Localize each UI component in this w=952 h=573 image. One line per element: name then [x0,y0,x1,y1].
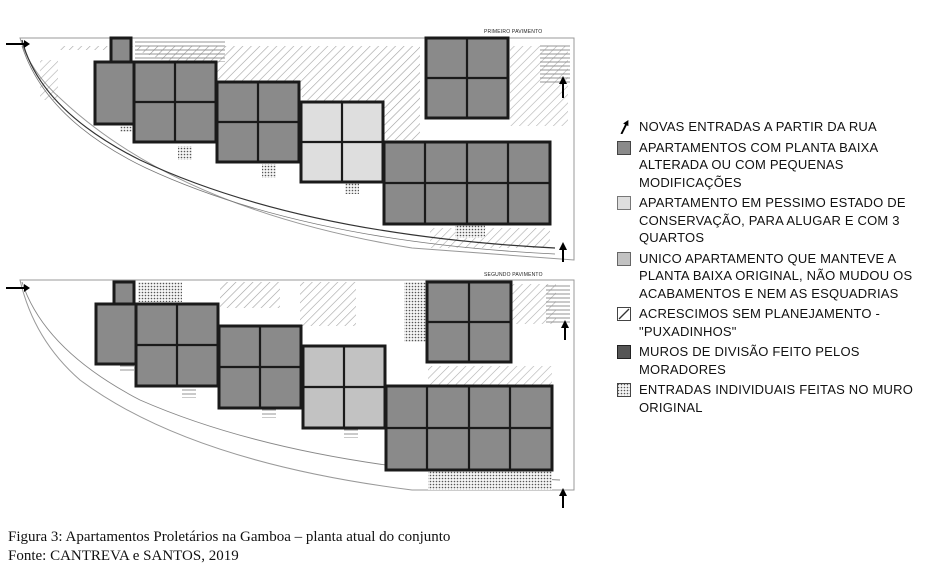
original-swatch [617,251,631,266]
legend-item-additions: ACRESCIMOS SEM PLANEJAMENTO - "PUXADINHO… [615,305,945,340]
stair-area [404,282,428,342]
legend-text: ENTRADAS INDIVIDUAIS FEITAS NO MURO ORIG… [639,382,914,415]
apartment-block-3 [215,80,301,164]
walls-swatch [617,345,631,359]
entrance-marker [262,164,276,178]
legend-item-new-entrances: NOVAS ENTRADAS A PARTIR DA RUA [615,118,945,136]
first-floor-title: PRIMEIRO PAVIMENTO [484,29,542,35]
legend: NOVAS ENTRADAS A PARTIR DA RUA APARTAMEN… [615,118,945,419]
additions-area [428,366,552,386]
first-floor-plan: PRIMEIRO PAVIMENTO [6,29,575,262]
second-floor-plan: SEGUNDO PAVIMENTO [6,272,575,508]
apartment-block-2 [134,302,220,388]
altered-swatch [617,140,631,155]
up-arrow-icon [620,120,629,134]
stair-area [540,44,570,84]
street-entrance-arrow [559,488,567,508]
caption-line-1: Figura 3: Apartamentos Proletários na Ga… [8,529,451,545]
street-entrance-arrow [561,320,569,340]
street-entrance-arrow [6,284,30,292]
entrance-marker [428,468,552,490]
street-edge [21,39,556,249]
additions-area [430,228,550,248]
street-entrance-arrow [559,76,567,98]
additions-area [220,282,280,308]
legend-item-original: UNICO APARTAMENTO QUE MANTEVE A PLANTA B… [615,250,945,303]
street-entrance-arrow [6,40,30,48]
stair-area [546,284,570,324]
apartment-block-2 [132,60,218,144]
entrance-marker [178,146,192,160]
apartment-block-6 [424,36,510,120]
hatch-swatch [617,307,631,321]
poor-state-swatch [617,196,631,210]
second-floor-title: SEGUNDO PAVIMENTO [484,272,543,278]
stair-area [135,40,225,62]
apartment-block-5 [382,140,552,226]
legend-text: APARTAMENTO EM PESSIMO ESTADO DE CONSERV… [639,195,906,245]
legend-item-entrances: ENTRADAS INDIVIDUAIS FEITAS NO MURO ORIG… [615,381,945,416]
additions-area [300,282,356,326]
figure-caption: Figura 3: Apartamentos Proletários na Ga… [8,528,450,566]
additions-area [58,46,420,140]
street-edge [21,45,556,255]
legend-text: UNICO APARTAMENTO QUE MANTEVE A PLANTA B… [639,250,913,301]
apartment-block-3 [217,324,303,410]
dots-swatch [617,383,631,397]
stair-area [138,282,182,302]
entrance-marker [455,222,485,238]
legend-text: ACRESCIMOS SEM PLANEJAMENTO - "PUXADINHO… [639,306,881,339]
legend-text: MUROS DE DIVISÃO FEITO PELOS MORADORES [639,344,860,377]
floor-plans: PRIMEIRO PAVIMENTO [6,29,575,508]
caption-line-2: Fonte: CANTREVA e SANTOS, 2019 [8,548,239,564]
apartment-block-6 [425,280,513,364]
legend-item-altered: APARTAMENTOS COM PLANTA BAIXA ALTERADA O… [615,139,945,192]
legend-text: APARTAMENTOS COM PLANTA BAIXA ALTERADA O… [639,139,878,190]
apartment-block-4 [299,100,385,184]
apartment-block-1 [93,36,139,126]
legend-item-poor-state: APARTAMENTO EM PESSIMO ESTADO DE CONSERV… [615,194,945,247]
legend-text: NOVAS ENTRADAS A PARTIR DA RUA [639,119,877,134]
street-entrance-arrow [559,242,567,262]
legend-item-walls: MUROS DE DIVISÃO FEITO PELOS MORADORES [615,343,945,378]
apartment-block-4 [301,344,387,430]
additions-area [40,60,58,100]
apartment-block-5 [384,384,554,472]
